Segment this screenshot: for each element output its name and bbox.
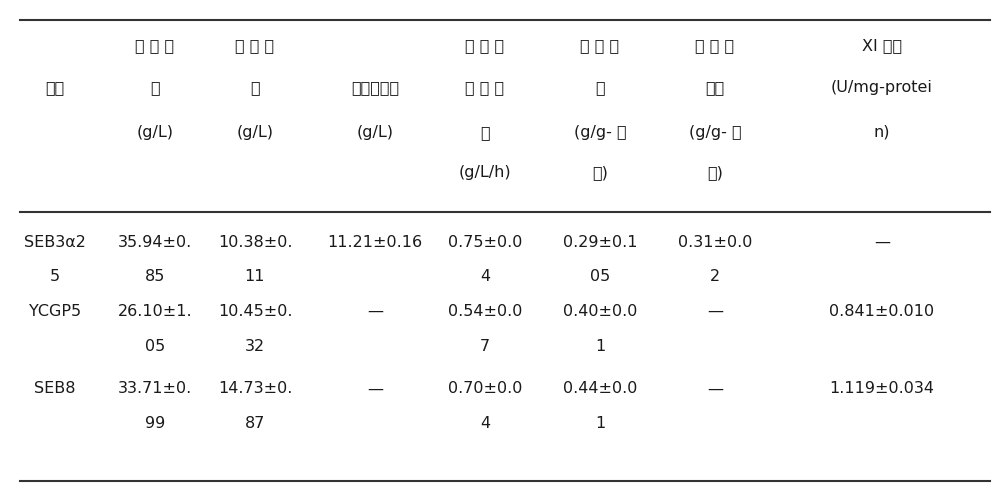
Text: 0.40±0.0: 0.40±0.0 (563, 304, 637, 319)
Text: 0.70±0.0: 0.70±0.0 (448, 381, 522, 396)
Text: 32: 32 (245, 339, 265, 354)
Text: 10.38±0.: 10.38±0. (218, 235, 292, 249)
Text: 7: 7 (480, 339, 490, 354)
Text: (g/g- 木: (g/g- 木 (574, 125, 626, 140)
Text: 87: 87 (245, 416, 265, 431)
Text: 0.44±0.0: 0.44±0.0 (563, 381, 637, 396)
Text: 99: 99 (145, 416, 165, 431)
Text: 1.119±0.034: 1.119±0.034 (830, 381, 934, 396)
Text: 14.73±0.: 14.73±0. (218, 381, 292, 396)
Text: 木糖醇生成: 木糖醇生成 (351, 80, 399, 95)
Text: 5: 5 (50, 269, 60, 284)
Text: (g/g- 木: (g/g- 木 (689, 125, 741, 140)
Text: (g/L/h): (g/L/h) (459, 165, 511, 180)
Text: 木 糖 消: 木 糖 消 (135, 38, 175, 53)
Text: 菌株: 菌株 (45, 80, 65, 95)
Text: 2: 2 (710, 269, 720, 284)
Text: 11: 11 (245, 269, 265, 284)
Text: 05: 05 (590, 269, 610, 284)
Text: SEB8: SEB8 (34, 381, 76, 396)
Text: 35.94±0.: 35.94±0. (118, 235, 192, 249)
Text: 消 耗 速: 消 耗 速 (465, 80, 505, 95)
Text: n): n) (874, 125, 890, 140)
Text: 糖): 糖) (592, 165, 608, 180)
Text: —: — (707, 381, 723, 396)
Text: 率: 率 (595, 80, 605, 95)
Text: (g/L): (g/L) (237, 125, 274, 140)
Text: 26.10±1.: 26.10±1. (118, 304, 192, 319)
Text: 33.71±0.: 33.71±0. (118, 381, 192, 396)
Text: 木 糖 比: 木 糖 比 (465, 38, 505, 53)
Text: 85: 85 (145, 269, 165, 284)
Text: 乙 醇 收: 乙 醇 收 (580, 38, 620, 53)
Text: 率: 率 (480, 125, 490, 140)
Text: 1: 1 (595, 416, 605, 431)
Text: 0.75±0.0: 0.75±0.0 (448, 235, 522, 249)
Text: 0.54±0.0: 0.54±0.0 (448, 304, 522, 319)
Text: YCGP5: YCGP5 (29, 304, 81, 319)
Text: 4: 4 (480, 416, 490, 431)
Text: (g/L): (g/L) (356, 125, 394, 140)
Text: 10.45±0.: 10.45±0. (218, 304, 292, 319)
Text: (U/mg-protei: (U/mg-protei (831, 80, 933, 95)
Text: —: — (367, 304, 383, 319)
Text: 糖): 糖) (707, 165, 723, 180)
Text: 0.29±0.1: 0.29±0.1 (563, 235, 637, 249)
Text: 成: 成 (250, 80, 260, 95)
Text: 0.841±0.010: 0.841±0.010 (829, 304, 935, 319)
Text: 收率: 收率 (705, 80, 725, 95)
Text: —: — (707, 304, 723, 319)
Text: 0.31±0.0: 0.31±0.0 (678, 235, 752, 249)
Text: SEB3α2: SEB3α2 (24, 235, 86, 249)
Text: 乙 醇 生: 乙 醇 生 (235, 38, 275, 53)
Text: 05: 05 (145, 339, 165, 354)
Text: 耗: 耗 (150, 80, 160, 95)
Text: 木 糖 醇: 木 糖 醇 (695, 38, 735, 53)
Text: 11.21±0.16: 11.21±0.16 (327, 235, 423, 249)
Text: 4: 4 (480, 269, 490, 284)
Text: —: — (874, 235, 890, 249)
Text: —: — (367, 381, 383, 396)
Text: 1: 1 (595, 339, 605, 354)
Text: XI 酶活: XI 酶活 (862, 38, 902, 53)
Text: (g/L): (g/L) (136, 125, 174, 140)
